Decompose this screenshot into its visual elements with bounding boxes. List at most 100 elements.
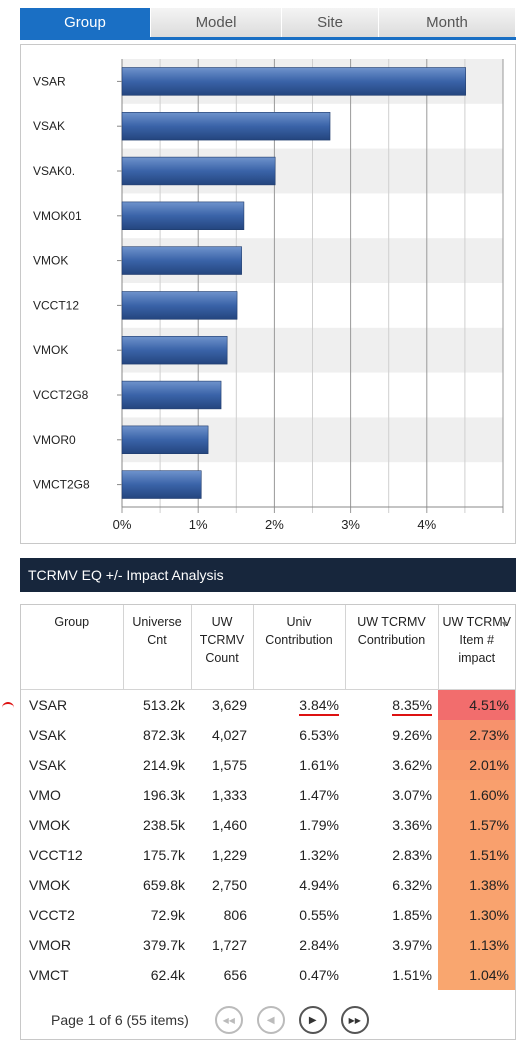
bar[interactable]	[121, 201, 245, 230]
cell-uw-contribution-text: 3.07%	[392, 787, 432, 803]
next-page-button[interactable]: ▶	[298, 1006, 327, 1034]
table-row[interactable]: VSAK 872.3k 4,027 6.53% 9.26% 2.73%	[21, 720, 515, 750]
cell-item-impact: 2.01%	[438, 750, 515, 780]
tab-group[interactable]: Group	[20, 8, 151, 37]
cell-uw-count-text: 1,229	[211, 847, 247, 863]
cell-item-impact-text: 1.13%	[469, 937, 509, 953]
x-tick-label: 0%	[113, 517, 132, 532]
cell-group: VCCT2	[21, 900, 123, 930]
cell-uw-contribution-text: 3.97%	[392, 937, 432, 953]
cell-universe-cnt: 513.2k	[123, 690, 191, 721]
bar[interactable]	[121, 67, 466, 96]
table-row[interactable]: VMOK 238.5k 1,460 1.79% 3.36% 1.57%	[21, 810, 515, 840]
cell-group: VMO	[21, 780, 123, 810]
category-label: VCCT2G8	[33, 388, 89, 402]
bar[interactable]	[121, 156, 276, 186]
table-row[interactable]: VMOK 659.8k 2,750 4.94% 6.32% 1.38%	[21, 870, 515, 900]
x-tick-label: 3%	[341, 517, 360, 532]
table-row[interactable]: VMO 196.3k 1,333 1.47% 3.07% 1.60%	[21, 780, 515, 810]
col-header-uw-count[interactable]: UW TCRMV Count	[191, 605, 254, 690]
cell-univ-contribution: 1.61%	[253, 750, 345, 780]
cell-univ-contribution-text: 3.84%	[299, 697, 339, 716]
cell-group: VMOR	[21, 930, 123, 960]
cell-universe-cnt-text: 175.7k	[142, 847, 185, 863]
impact-analysis-title: TCRMV EQ +/- Impact Analysis	[20, 558, 516, 592]
cell-uw-contribution: 8.35%	[345, 690, 438, 721]
cell-item-impact: 1.30%	[438, 900, 515, 930]
last-page-button[interactable]: ▶▶	[340, 1006, 369, 1034]
cell-uw-count: 806	[191, 900, 253, 930]
cell-group: VSAK	[21, 720, 123, 750]
pager-info: Page 1 of 6 (55 items)	[51, 1012, 189, 1028]
first-page-button[interactable]: ◀◀	[214, 1006, 243, 1034]
cell-item-impact: 2.73%	[438, 720, 515, 750]
bar[interactable]	[121, 291, 238, 320]
category-label: VSAK0.	[33, 164, 75, 178]
cell-uw-count: 1,229	[191, 840, 253, 870]
double-left-icon: ◀◀	[222, 1015, 235, 1025]
bar[interactable]	[121, 112, 331, 141]
cell-univ-contribution-text: 4.94%	[299, 877, 339, 893]
bar[interactable]	[121, 425, 209, 454]
cell-univ-contribution: 1.47%	[253, 780, 345, 810]
table-row[interactable]: VSAR 513.2k 3,629 3.84% 8.35% 4.51%	[21, 689, 515, 721]
bar[interactable]	[121, 380, 222, 410]
cell-item-impact-text: 1.57%	[469, 817, 509, 833]
table-row[interactable]: VCCT2 72.9k 806 0.55% 1.85% 1.30%	[21, 900, 515, 930]
cell-universe-cnt: 175.7k	[123, 840, 191, 870]
bar[interactable]	[121, 246, 242, 275]
x-tick-label: 2%	[265, 517, 284, 532]
cell-item-impact: 1.60%	[438, 780, 515, 810]
cell-univ-contribution: 0.55%	[253, 900, 345, 930]
cell-uw-contribution-text: 8.35%	[392, 697, 432, 716]
tab-model[interactable]: Model	[151, 8, 282, 37]
pager: Page 1 of 6 (55 items) ◀◀ ◀ ▶ ▶▶	[21, 1003, 515, 1037]
col-header-uw-contribution[interactable]: UW TCRMV Contribution	[345, 605, 439, 690]
table-row[interactable]: VSAK 214.9k 1,575 1.61% 3.62% 2.01%	[21, 750, 515, 780]
tab-month[interactable]: Month	[379, 8, 516, 37]
cell-universe-cnt: 659.8k	[123, 870, 191, 900]
prev-page-button[interactable]: ◀	[256, 1006, 285, 1034]
cell-uw-contribution-text: 3.62%	[392, 757, 432, 773]
cell-group: VSAR	[21, 690, 123, 721]
cell-uw-count-text: 3,629	[211, 697, 247, 713]
col-header-univ-contribution[interactable]: Univ Contribution	[253, 605, 346, 690]
cell-uw-count-text: 1,460	[211, 817, 247, 833]
cell-univ-contribution: 3.84%	[253, 690, 345, 721]
cell-uw-contribution-text: 6.32%	[392, 877, 432, 893]
cell-univ-contribution: 0.47%	[253, 960, 345, 990]
cell-universe-cnt: 238.5k	[123, 810, 191, 840]
impact-grid: Group Universe Cnt UW TCRMV Count Univ C…	[20, 604, 516, 1040]
col-header-item-impact[interactable]: UW TCRMV Item # impact ▼	[438, 605, 515, 690]
table-row[interactable]: VCCT12 175.7k 1,229 1.32% 2.83% 1.51%	[21, 840, 515, 870]
bar[interactable]	[121, 336, 228, 365]
cell-group-text: VSAK	[29, 727, 67, 743]
category-label: VMOK01	[33, 209, 82, 223]
cell-uw-count-text: 806	[223, 907, 247, 923]
cell-universe-cnt: 196.3k	[123, 780, 191, 810]
x-tick-label: 4%	[417, 517, 436, 532]
left-icon: ◀	[266, 1014, 275, 1026]
cell-item-impact-text: 1.38%	[469, 877, 509, 893]
bar-chart-panel: VSAR VSAK VSAK0. VMOK01 VMOK VCCT12 VMOK VCCT2G…	[20, 44, 516, 544]
cell-universe-cnt: 214.9k	[123, 750, 191, 780]
col-header-item-impact-label: UW TCRMV Item # impact	[442, 615, 512, 665]
cell-uw-count: 3,629	[191, 690, 253, 721]
cell-uw-contribution-text: 1.51%	[392, 967, 432, 983]
cell-uw-contribution: 3.07%	[345, 780, 438, 810]
col-header-group[interactable]: Group	[21, 605, 124, 690]
cell-group-text: VMO	[29, 787, 61, 803]
table-row[interactable]: VMCT 62.4k 656 0.47% 1.51% 1.04%	[21, 960, 515, 990]
col-header-universe-cnt[interactable]: Universe Cnt	[123, 605, 192, 690]
sort-desc-icon[interactable]: ▼	[500, 619, 509, 629]
cell-uw-count-text: 2,750	[211, 877, 247, 893]
tab-site[interactable]: Site	[282, 8, 379, 37]
table-row[interactable]: VMOR 379.7k 1,727 2.84% 3.97% 1.13%	[21, 930, 515, 960]
cell-item-impact: 1.38%	[438, 870, 515, 900]
cell-uw-count: 656	[191, 960, 253, 990]
bar-chart: VSAR VSAK VSAK0. VMOK01 VMOK VCCT12 VMOK VCCT2G…	[33, 59, 504, 532]
cell-item-impact: 1.51%	[438, 840, 515, 870]
bar[interactable]	[121, 470, 202, 499]
cell-group-text: VMOK	[29, 877, 71, 893]
cell-uw-contribution: 6.32%	[345, 870, 438, 900]
